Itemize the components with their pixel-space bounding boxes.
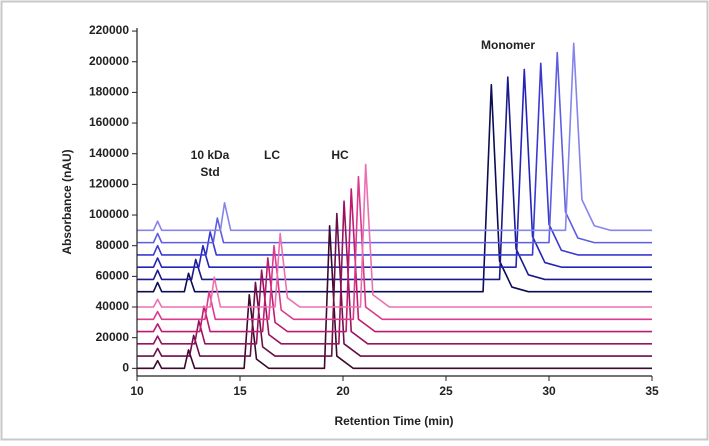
trace [137, 62, 652, 256]
y-tick-label: 120000 [89, 177, 129, 191]
x-tick-label: 25 [439, 384, 453, 398]
trace [137, 175, 652, 321]
x-tick-label: 20 [336, 384, 350, 398]
y-axis-title: Absorbance (nAU) [60, 149, 74, 254]
x-tick-label: 30 [542, 384, 556, 398]
annotation: LC [264, 148, 280, 162]
trace [137, 42, 652, 232]
x-axis-title: Retention Time (min) [334, 414, 453, 428]
x-tick-label: 35 [645, 384, 659, 398]
x-tick-label: 10 [130, 384, 144, 398]
y-tick-label: 80000 [96, 238, 130, 252]
y-tick-label: 0 [122, 361, 129, 375]
y-tick-label: 200000 [89, 54, 129, 68]
y-tick-label: 160000 [89, 115, 129, 129]
annotation: Monomer [481, 38, 535, 52]
x-tick-label: 15 [233, 384, 247, 398]
annotation: Std [200, 165, 219, 179]
y-tick-label: 220000 [89, 23, 129, 37]
trace [137, 68, 652, 268]
trace [137, 188, 652, 333]
y-tick-label: 60000 [96, 269, 130, 283]
trace [137, 163, 652, 308]
y-tick-label: 40000 [96, 299, 130, 313]
trace [137, 51, 652, 244]
y-tick-label: 180000 [89, 85, 129, 99]
y-tick-label: 140000 [89, 146, 129, 160]
y-tick-label: 100000 [89, 207, 129, 221]
y-tick-label: 20000 [96, 330, 130, 344]
trace [137, 76, 652, 281]
annotation: HC [331, 148, 349, 162]
annotation: 10 kDa [191, 148, 230, 162]
